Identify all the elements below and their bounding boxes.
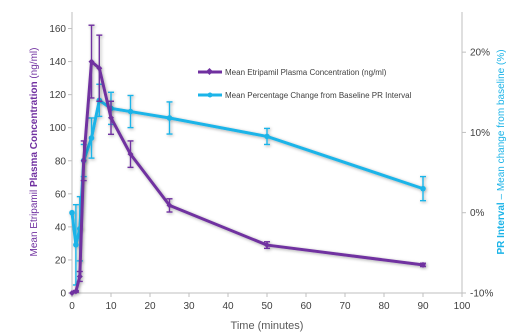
pr-interval-point <box>69 209 75 216</box>
left-y-ticks: 0 20 40 60 80 100 120 140 160 <box>49 24 72 300</box>
left-y-tick-label: 80 <box>55 156 67 167</box>
left-y-tick-label: 140 <box>49 57 66 68</box>
x-tick-label: 50 <box>261 301 273 312</box>
axis-titles: Time (minutes) Mean Etripamil Plasma Con… <box>29 48 507 332</box>
left-y-axis-title-suffix: (ng/ml) <box>29 48 40 82</box>
x-tick-label: 60 <box>300 301 312 312</box>
plasma-concentration-point <box>96 65 103 72</box>
series-pr-interval <box>69 83 426 286</box>
legend-marker-pr <box>207 92 213 98</box>
x-tick-label: 30 <box>183 301 195 312</box>
plasma-concentration-point <box>264 242 270 249</box>
right-y-axis-title: PR Interval – Mean change from baseline … <box>496 49 507 254</box>
legend-marker-plasma <box>205 67 214 76</box>
plasma-concentration-point <box>108 114 114 121</box>
pr-interval-line <box>70 98 424 247</box>
x-tick-label: 90 <box>417 301 429 312</box>
right-y-axis-title-suffix: – Mean change from baseline (%) <box>496 49 507 202</box>
plasma-concentration-point <box>76 273 83 280</box>
left-y-tick-label: 160 <box>49 24 66 35</box>
x-tick-label: 40 <box>222 301 234 312</box>
legend: Mean Etripamil Plasma Concentration (ng/… <box>198 67 412 100</box>
left-y-axis-title-bold: Plasma Concentration <box>29 81 40 187</box>
plasma-concentration-point <box>420 261 426 268</box>
left-y-tick-label: 120 <box>49 90 66 101</box>
plasma-concentration-point <box>88 58 95 65</box>
plasma-concentration-point <box>127 151 134 158</box>
plasma-concentration-point <box>72 288 79 295</box>
pr-interval-point <box>420 185 426 192</box>
right-y-tick-label: 20% <box>470 48 490 59</box>
x-tick-label: 10 <box>105 301 117 312</box>
right-y-axis-title-bold: PR Interval <box>496 202 507 254</box>
plasma-concentration-point <box>166 202 173 209</box>
x-axis-title: Time (minutes) <box>231 320 304 332</box>
left-y-axis-title-prefix: Mean Etripamil <box>29 187 40 256</box>
left-y-tick-label: 40 <box>55 222 67 233</box>
right-y-ticks: -10% 0% 10% 20% <box>462 48 493 300</box>
legend-item-plasma: Mean Etripamil Plasma Concentration (ng/… <box>198 67 387 77</box>
left-y-tick-label: 20 <box>55 255 67 266</box>
right-y-tick-label: 10% <box>470 128 490 139</box>
pr-interval-point <box>166 115 173 121</box>
x-tick-label: 20 <box>144 301 156 312</box>
left-y-tick-label: 100 <box>49 123 66 134</box>
legend-label-pr: Mean Percentage Change from Baseline PR … <box>225 91 412 100</box>
pr-interval-point <box>73 242 79 248</box>
legend-item-pr: Mean Percentage Change from Baseline PR … <box>198 91 412 100</box>
x-tick-label: 80 <box>378 301 390 312</box>
right-y-tick-label: -10% <box>470 289 493 300</box>
pr-interval-point <box>88 135 95 141</box>
left-y-tick-label: 60 <box>55 189 67 200</box>
series-plasma-concentration <box>69 24 426 296</box>
x-ticks: 0 10 20 30 40 50 60 70 80 90 100 <box>69 293 471 312</box>
plasma-concentration-point <box>80 157 87 164</box>
right-y-tick-label: 0% <box>470 208 485 219</box>
left-y-tick-label: 0 <box>60 289 66 300</box>
x-tick-label: 70 <box>339 301 351 312</box>
x-tick-label: 100 <box>454 301 471 312</box>
pr-interval-point <box>264 133 270 140</box>
legend-label-plasma: Mean Etripamil Plasma Concentration (ng/… <box>225 68 387 77</box>
x-tick-label: 0 <box>69 301 75 312</box>
left-y-axis-title: Mean Etripamil Plasma Concentration (ng/… <box>29 48 40 257</box>
pr-interval-point <box>127 108 134 115</box>
